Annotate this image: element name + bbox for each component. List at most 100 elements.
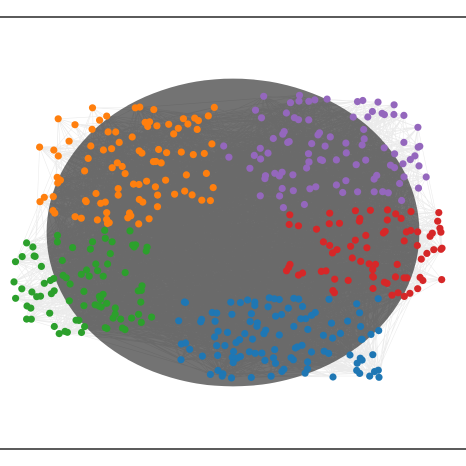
graph-node [218,372,226,380]
graph-node [257,114,266,122]
graph-node [353,300,361,308]
graph-node [118,324,126,332]
graph-node [210,103,218,111]
graph-node [88,104,97,112]
graph-node [40,193,48,201]
graph-node [61,327,69,335]
graph-node [220,142,228,150]
graph-node [111,310,119,318]
graph-node [148,313,156,321]
graph-node [33,293,41,301]
graph-node [323,95,331,103]
graph-node [295,97,303,105]
graph-node [53,238,62,246]
graph-node [87,142,95,150]
graph-node [326,209,334,217]
graph-node [398,196,406,205]
graph-node [369,284,377,293]
graph-node [349,113,357,121]
graph-node [368,107,376,116]
graph-node [184,120,192,128]
graph-node [153,203,162,211]
graph-node [278,310,286,319]
graph-node [114,191,122,199]
graph-node [54,152,62,160]
graph-node [50,146,58,154]
graph-node [103,112,111,120]
graph-node [55,330,63,338]
graph-node [269,354,278,362]
graph-node [155,145,163,154]
graph-node [49,193,57,201]
graph-node [285,263,293,271]
graph-node [282,109,290,117]
graph-node [244,296,252,304]
graph-node [50,322,58,331]
graph-node [272,312,280,320]
graph-node [86,245,94,253]
graph-node [438,276,446,284]
graph-node [290,294,298,302]
graph-node [80,302,88,310]
graph-node [257,155,265,163]
graph-node [295,91,304,99]
graph-node [344,276,352,284]
graph-node [138,282,146,290]
graph-node [319,331,327,339]
graph-node [36,143,44,151]
graph-node [279,204,287,212]
graph-node [260,92,268,100]
graph-node [154,191,162,199]
graph-node [37,262,46,270]
graph-node [332,156,340,164]
graph-node [108,238,116,246]
graph-node [138,149,146,157]
graph-node [99,146,107,154]
graph-node [356,309,364,317]
graph-node [118,162,126,171]
graph-node [394,289,402,297]
graph-node [360,125,368,134]
graph-node [353,98,362,106]
graph-node [325,295,333,303]
graph-node [271,359,280,367]
graph-node [150,106,158,114]
graph-node [304,358,312,366]
graph-node [56,176,64,184]
graph-node [27,304,35,312]
graph-node [171,190,179,198]
graph-node [253,322,261,330]
graph-node [308,140,316,148]
graph-node [213,309,221,317]
graph-node [428,229,436,237]
graph-node [357,257,365,265]
graph-node [95,292,103,300]
graph-node [369,273,377,281]
graph-node [348,254,356,262]
graph-node [191,114,199,122]
graph-node [379,188,387,196]
graph-node [112,128,120,136]
graph-node [128,133,136,141]
graph-node [229,359,237,367]
graph-node [12,294,20,302]
graph-node [406,156,414,164]
graph-node [11,258,20,266]
graph-node [328,249,337,257]
graph-node [186,345,194,353]
graph-node [347,242,355,250]
graph-node [256,144,264,152]
graph-node [114,185,122,193]
graph-node [50,287,58,295]
graph-node [117,315,125,323]
graph-node [301,369,309,377]
graph-node [103,215,111,223]
graph-node [152,157,160,166]
graph-node [83,266,91,274]
graph-node [362,231,370,239]
graph-node [132,241,140,249]
graph-node [141,118,149,126]
graph-node [200,149,208,158]
graph-node [311,96,319,104]
